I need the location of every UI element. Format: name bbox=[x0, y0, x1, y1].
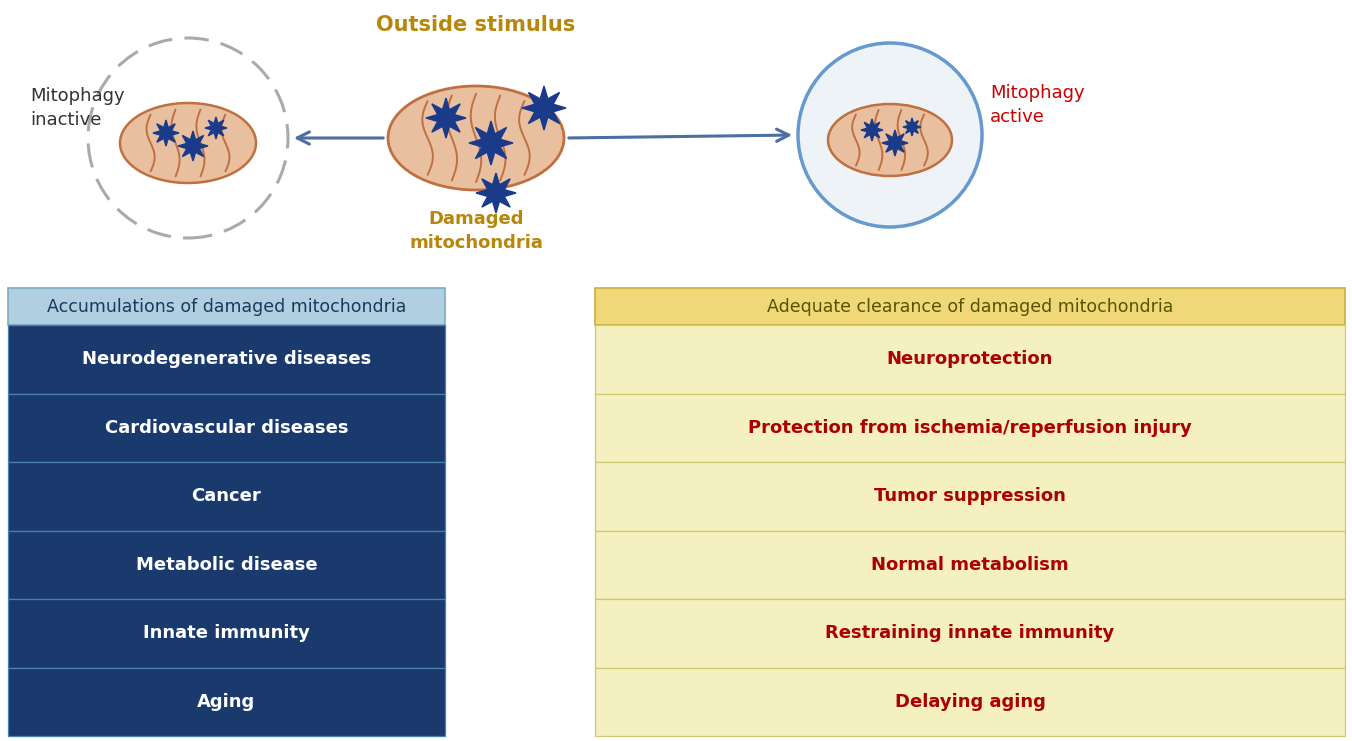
FancyBboxPatch shape bbox=[8, 668, 445, 736]
Polygon shape bbox=[476, 173, 516, 213]
FancyBboxPatch shape bbox=[8, 393, 445, 462]
Text: Aging: Aging bbox=[197, 693, 256, 711]
Ellipse shape bbox=[827, 104, 952, 176]
Polygon shape bbox=[469, 121, 512, 165]
FancyBboxPatch shape bbox=[595, 531, 1345, 599]
Text: Neurodegenerative diseases: Neurodegenerative diseases bbox=[82, 350, 372, 368]
Text: Normal metabolism: Normal metabolism bbox=[871, 556, 1069, 574]
FancyBboxPatch shape bbox=[8, 288, 445, 325]
Polygon shape bbox=[153, 120, 178, 146]
Polygon shape bbox=[882, 130, 909, 156]
FancyBboxPatch shape bbox=[8, 599, 445, 668]
Text: Neuroprotection: Neuroprotection bbox=[887, 350, 1053, 368]
FancyBboxPatch shape bbox=[8, 462, 445, 531]
FancyBboxPatch shape bbox=[8, 531, 445, 599]
Text: Accumulations of damaged mitochondria: Accumulations of damaged mitochondria bbox=[47, 297, 406, 316]
Text: Cancer: Cancer bbox=[192, 488, 261, 505]
Polygon shape bbox=[426, 98, 466, 138]
Text: Mitophagy
inactive: Mitophagy inactive bbox=[30, 87, 124, 129]
Text: Innate immunity: Innate immunity bbox=[143, 624, 310, 642]
Polygon shape bbox=[861, 119, 883, 141]
Polygon shape bbox=[522, 86, 566, 130]
Polygon shape bbox=[206, 117, 227, 139]
FancyBboxPatch shape bbox=[595, 599, 1345, 668]
FancyBboxPatch shape bbox=[8, 325, 445, 393]
Circle shape bbox=[798, 43, 982, 227]
Polygon shape bbox=[903, 118, 921, 136]
Text: Adequate clearance of damaged mitochondria: Adequate clearance of damaged mitochondr… bbox=[767, 297, 1174, 316]
Ellipse shape bbox=[388, 86, 564, 190]
Text: Protection from ischemia/reperfusion injury: Protection from ischemia/reperfusion inj… bbox=[748, 419, 1192, 436]
FancyBboxPatch shape bbox=[595, 393, 1345, 462]
Text: Delaying aging: Delaying aging bbox=[895, 693, 1045, 711]
FancyBboxPatch shape bbox=[595, 668, 1345, 736]
FancyBboxPatch shape bbox=[595, 288, 1345, 325]
Text: Tumor suppression: Tumor suppression bbox=[873, 488, 1065, 505]
Ellipse shape bbox=[120, 103, 256, 183]
Text: Damaged
mitochondria: Damaged mitochondria bbox=[410, 210, 544, 252]
Text: Cardiovascular diseases: Cardiovascular diseases bbox=[104, 419, 349, 436]
Circle shape bbox=[88, 38, 288, 238]
FancyBboxPatch shape bbox=[595, 325, 1345, 393]
FancyBboxPatch shape bbox=[595, 462, 1345, 531]
Polygon shape bbox=[178, 131, 208, 161]
Text: Restraining innate immunity: Restraining innate immunity bbox=[825, 624, 1114, 642]
Text: Mitophagy
active: Mitophagy active bbox=[990, 84, 1084, 126]
Text: Outside stimulus: Outside stimulus bbox=[376, 15, 576, 35]
Text: Metabolic disease: Metabolic disease bbox=[135, 556, 318, 574]
